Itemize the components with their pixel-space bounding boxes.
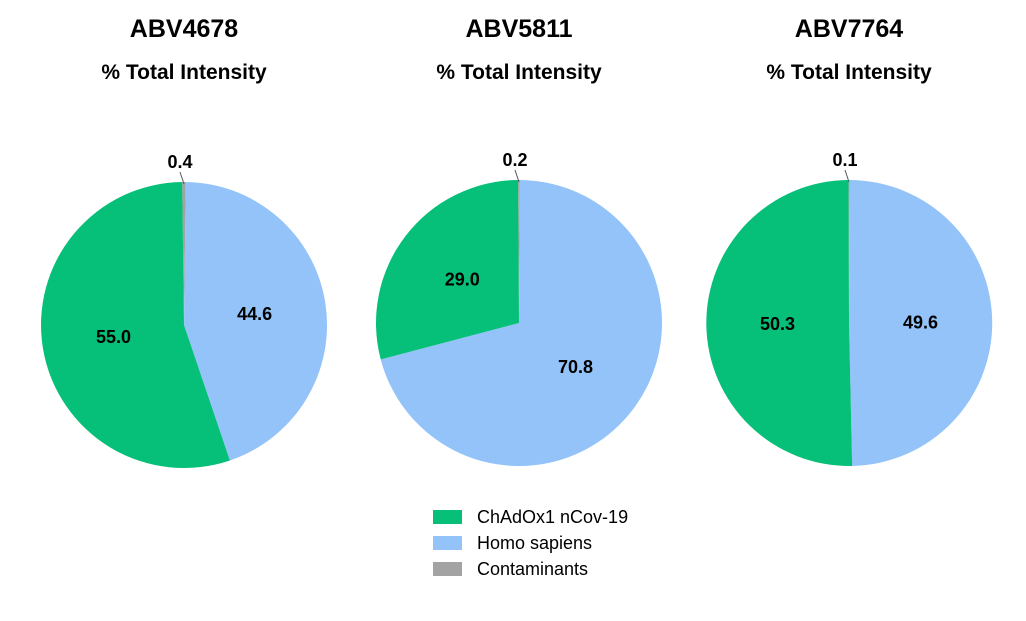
slice-label-chadox1-ncov-19: 50.3 — [760, 314, 795, 334]
legend-label-chadox1-ncov-19: ChAdOx1 nCov-19 — [477, 507, 628, 527]
pie-chart-abv4678: ABV4678 % Total Intensity 0.4 44.6 55.0 — [41, 15, 328, 468]
pie-slice-chadox1-ncov-19 — [376, 180, 519, 360]
legend-label-homo-sapiens: Homo sapiens — [477, 533, 592, 553]
pie-slice-chadox1-ncov-19 — [706, 180, 853, 466]
slice-label-chadox1-ncov-19: 55.0 — [96, 327, 131, 347]
pie-slice-homo-sapiens — [380, 180, 663, 466]
legend-swatch-contaminants — [433, 562, 462, 576]
pie-slice-contaminants — [182, 181, 186, 325]
slice-label-homo-sapiens: 49.6 — [903, 312, 938, 332]
legend-swatch-homo-sapiens — [433, 536, 462, 550]
legend-label-contaminants: Contaminants — [477, 559, 588, 579]
slice-leader-line — [179, 171, 185, 185]
slice-label-homo-sapiens: 70.8 — [558, 357, 593, 377]
slice-label-chadox1-ncov-19: 29.0 — [445, 270, 480, 290]
legend-swatch-chadox1-ncov-19 — [433, 510, 462, 524]
pie-slice-chadox1-ncov-19 — [41, 182, 230, 468]
legend: ChAdOx1 nCov-19 Homo sapiens Contaminants — [433, 507, 628, 579]
chart-subtitle: % Total Intensity — [766, 61, 932, 84]
pie-slice-homo-sapiens — [184, 182, 328, 461]
pie-chart-abv7764: ABV7764 % Total Intensity 0.1 49.6 50.3 — [706, 15, 993, 466]
chart-subtitle: % Total Intensity — [436, 61, 602, 84]
slice-label-contaminants: 0.4 — [167, 152, 192, 172]
slice-label-contaminants: 0.2 — [502, 150, 527, 170]
slice-label-homo-sapiens: 44.6 — [237, 304, 272, 324]
slice-leader-line — [514, 169, 520, 183]
pie-chart-abv5811: ABV5811 % Total Intensity 0.2 70.8 29.0 — [376, 15, 663, 466]
chart-subtitle: % Total Intensity — [101, 61, 267, 84]
slice-label-contaminants: 0.1 — [832, 150, 857, 170]
pie-slice-contaminants — [848, 179, 850, 323]
pie-slice-contaminants — [518, 179, 520, 323]
slice-leader-line — [844, 169, 850, 183]
chart-title: ABV7764 — [795, 15, 903, 43]
pie-slice-homo-sapiens — [849, 180, 993, 466]
chart-title: ABV5811 — [465, 15, 572, 43]
chart-title: ABV4678 — [130, 15, 238, 43]
